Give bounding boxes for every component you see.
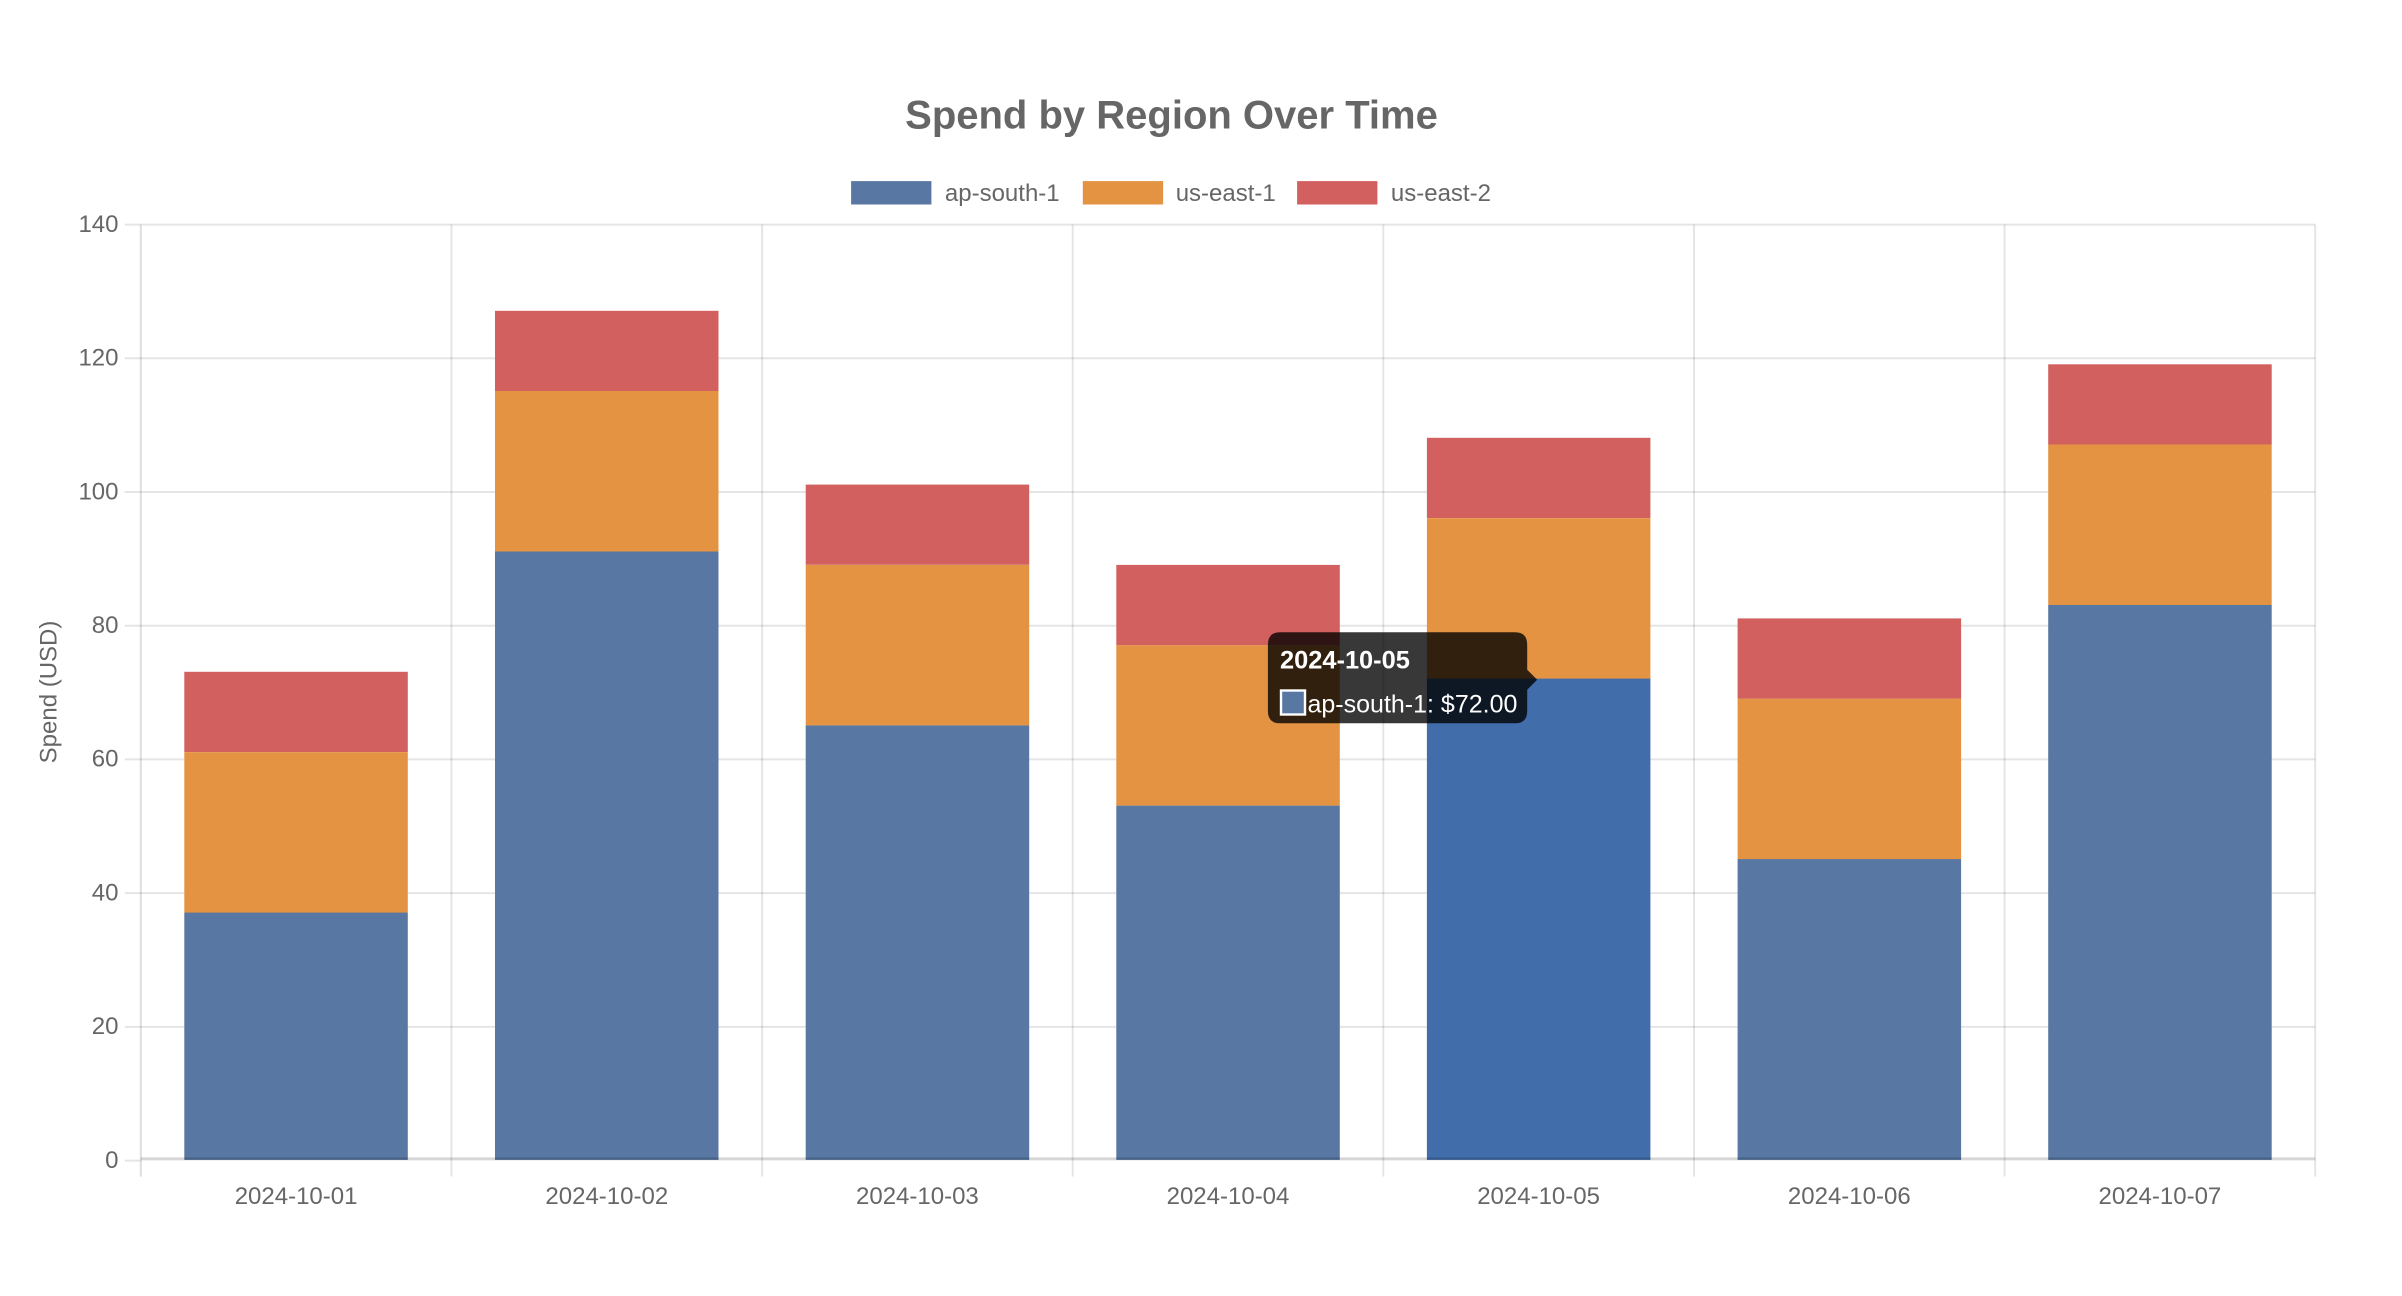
svg-text:80: 80 bbox=[92, 612, 119, 639]
svg-text:2024-10-04: 2024-10-04 bbox=[1167, 1183, 1290, 1210]
svg-text:2024-10-02: 2024-10-02 bbox=[545, 1183, 668, 1210]
svg-text:2024-10-01: 2024-10-01 bbox=[235, 1183, 358, 1210]
svg-text:us-east-2: us-east-2 bbox=[1391, 180, 1491, 207]
svg-text:2024-10-06: 2024-10-06 bbox=[1788, 1183, 1911, 1210]
svg-text:140: 140 bbox=[78, 211, 118, 238]
svg-text:40: 40 bbox=[92, 879, 119, 906]
svg-text:0: 0 bbox=[105, 1147, 118, 1174]
svg-text:ap-south-1: ap-south-1 bbox=[945, 180, 1060, 207]
svg-text:20: 20 bbox=[92, 1013, 119, 1040]
svg-text:120: 120 bbox=[78, 345, 118, 372]
svg-text:2024-10-05: 2024-10-05 bbox=[1280, 646, 1410, 674]
svg-text:100: 100 bbox=[78, 478, 118, 505]
svg-text:ap-south-1: $72.00: ap-south-1: $72.00 bbox=[1308, 691, 1518, 719]
svg-text:2024-10-03: 2024-10-03 bbox=[856, 1183, 979, 1210]
svg-text:2024-10-05: 2024-10-05 bbox=[1477, 1183, 1600, 1210]
svg-text:2024-10-07: 2024-10-07 bbox=[2099, 1183, 2222, 1210]
svg-text:Spend by Region Over Time: Spend by Region Over Time bbox=[905, 94, 1438, 138]
svg-text:60: 60 bbox=[92, 746, 119, 773]
svg-text:Spend (USD): Spend (USD) bbox=[36, 621, 63, 764]
svg-text:us-east-1: us-east-1 bbox=[1176, 180, 1276, 207]
